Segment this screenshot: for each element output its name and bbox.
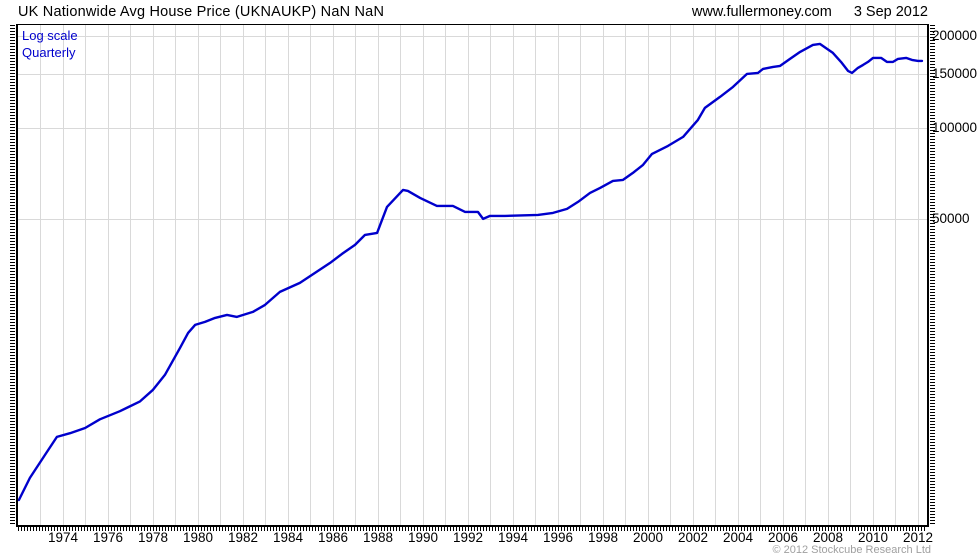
x-axis-tick-label: 2002 bbox=[677, 530, 709, 545]
x-axis-tick-label: 1996 bbox=[542, 530, 574, 545]
log-scale-label: Log scale bbox=[22, 28, 78, 43]
x-axis-tick-label: 1978 bbox=[137, 530, 169, 545]
y-axis-tick-label: 200000 bbox=[932, 28, 978, 44]
copyright-notice: © 2012 Stockcube Research Ltd bbox=[772, 544, 931, 556]
y-axis-tick-label: 50000 bbox=[932, 211, 970, 227]
y-axis-tick-label: 100000 bbox=[932, 119, 978, 135]
x-axis-tick-label: 2004 bbox=[722, 530, 754, 545]
x-axis-tick-label: 1994 bbox=[497, 530, 529, 545]
y-axis-ticks-right bbox=[930, 25, 935, 525]
x-axis-ticks bbox=[18, 527, 927, 531]
x-axis-tick-label: 2006 bbox=[767, 530, 799, 545]
x-axis-tick-label: 1998 bbox=[587, 530, 619, 545]
x-axis-tick-label: 1986 bbox=[317, 530, 349, 545]
frequency-label: Quarterly bbox=[22, 45, 76, 60]
plot-annotations: Log scale Quarterly bbox=[22, 27, 78, 61]
site-url-label: www.fullermoney.com bbox=[691, 4, 832, 20]
x-axis-tick-label: 1974 bbox=[47, 530, 79, 545]
chart-date-label: 3 Sep 2012 bbox=[853, 4, 928, 20]
x-axis-tick-label: 1976 bbox=[92, 530, 124, 545]
y-axis-tick-label: 150000 bbox=[932, 66, 978, 82]
x-axis-tick-label: 2000 bbox=[632, 530, 664, 545]
x-axis-tick-label: 1990 bbox=[407, 530, 439, 545]
plot-frame bbox=[16, 24, 929, 527]
x-axis-tick-label: 2010 bbox=[857, 530, 889, 545]
chart-title: UK Nationwide Avg House Price (UKNAUKP) … bbox=[18, 4, 385, 20]
x-axis-tick-label: 1980 bbox=[182, 530, 214, 545]
x-axis-tick-label: 2008 bbox=[812, 530, 844, 545]
header-right: www.fullermoney.com 3 Sep 2012 bbox=[692, 4, 928, 20]
x-axis-tick-label: 2012 bbox=[902, 530, 934, 545]
x-axis-tick-label: 1992 bbox=[452, 530, 484, 545]
y-axis-ticks-left bbox=[10, 25, 15, 525]
x-axis-tick-label: 1988 bbox=[362, 530, 394, 545]
x-axis-tick-label: 1984 bbox=[272, 530, 304, 545]
x-axis-tick-label: 1982 bbox=[227, 530, 259, 545]
price-series-line bbox=[18, 42, 924, 502]
plot-area bbox=[18, 25, 927, 525]
